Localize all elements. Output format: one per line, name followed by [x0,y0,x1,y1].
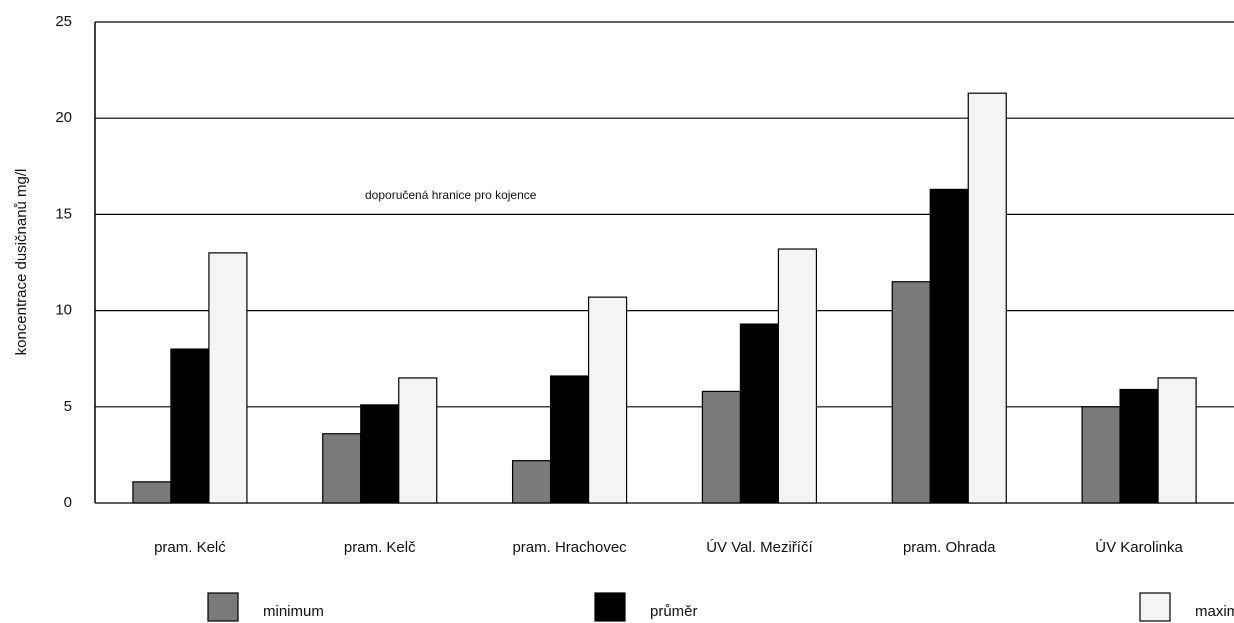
bar [1119,388,1159,504]
bar [891,281,931,504]
bar [701,390,742,504]
bar [1157,377,1197,504]
bar [170,348,210,504]
bar [208,252,248,504]
bar [322,433,362,504]
legend-swatch [207,592,239,622]
x-tick-label: ÚV Val. Meziříčí [706,539,813,556]
bar [739,323,780,504]
legend-label: maximum [1195,603,1234,620]
bar [132,481,172,504]
bar [511,460,552,504]
y-axis-label: koncentrace dusičnanů mg/l [13,169,30,356]
x-tick-label: pram. Ohrada [903,539,996,556]
legend-swatch [1139,592,1171,622]
y-tick-label: 10 [55,302,72,319]
x-tick-label: pram. Kelć [154,539,226,556]
y-tick-label: 25 [55,13,72,30]
bar [549,375,590,504]
bar [360,404,400,504]
x-tick-label: pram. Hrachovec [512,539,627,556]
legend-label: průměr [650,603,698,620]
y-tick-label: 0 [64,494,72,511]
x-tick-label: ÚV Karolinka [1095,539,1183,556]
y-tick-label: 20 [55,109,72,126]
bar [929,188,969,504]
bar [1081,406,1121,504]
y-tick-label: 5 [64,398,72,415]
legend-label: minimum [263,603,324,620]
x-tick-label: pram. Kelč [344,539,416,556]
legend-swatch [594,592,626,622]
bar [777,248,818,504]
y-tick-label: 15 [55,205,72,222]
annotation: doporučená hranice pro kojence [365,188,537,202]
bar [587,296,628,504]
bar [398,377,438,504]
bar [967,92,1007,504]
